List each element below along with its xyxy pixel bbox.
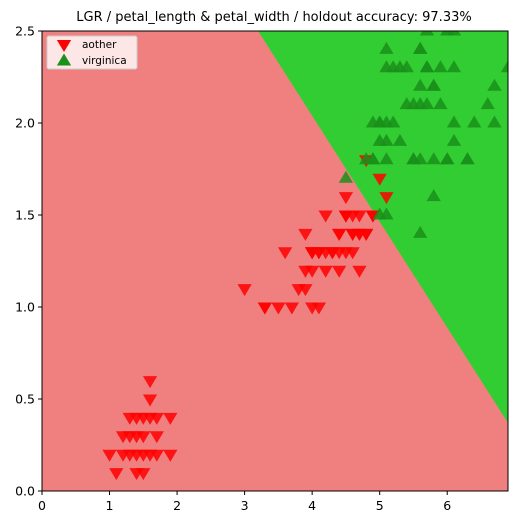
x-tick-label-0: 0 [38, 498, 46, 513]
y-tick-label-4: 2.0 [15, 116, 35, 131]
point-virginica-33 [379, 207, 394, 220]
point-virginica-28 [413, 97, 428, 110]
point-virginica-50 [426, 78, 441, 91]
point-virginica-9 [446, 31, 462, 36]
point-aother-50 [338, 210, 354, 223]
chart-title: LGR / petal_length & petal_width / holdo… [76, 10, 471, 25]
point-aother-14 [129, 468, 144, 481]
point-virginica-31 [467, 115, 482, 128]
point-virginica-29 [426, 189, 441, 202]
point-aother-21 [136, 431, 151, 444]
point-aother-60 [332, 265, 347, 278]
x-tick-label-5: 5 [376, 498, 384, 513]
point-virginica-38 [399, 97, 414, 110]
point-aother-70 [359, 228, 374, 241]
point-virginica-39 [413, 41, 428, 54]
point-aother-67 [237, 284, 252, 297]
point-aother-39 [311, 302, 327, 315]
point-aother-63 [257, 302, 272, 315]
point-virginica-14 [379, 41, 394, 54]
point-virginica-2 [433, 97, 448, 110]
y-tick-label-3: 1.5 [15, 208, 35, 223]
point-aother-12 [163, 412, 178, 425]
legend-box [46, 35, 138, 70]
x-tick-label-2: 2 [173, 498, 181, 513]
point-aother-32 [271, 302, 286, 315]
point-virginica-5 [480, 97, 495, 110]
point-virginica-11 [392, 133, 408, 146]
point-aother-19 [142, 394, 158, 407]
point-virginica-52 [419, 60, 435, 73]
point-virginica-6 [338, 170, 354, 183]
legend-label-aother: aother [82, 39, 117, 51]
y-tick-label-5: 2.5 [15, 24, 35, 39]
y-axis: 0.0 0.5 1.0 1.5 2.0 2.5 [15, 24, 42, 499]
x-tick-label-6: 6 [443, 498, 451, 513]
plot-area [42, 31, 508, 491]
legend-label-virginica: virginica [82, 55, 127, 67]
point-virginica-53 [440, 152, 455, 165]
legend: aother virginica [46, 35, 138, 70]
x-axis: 0 1 2 3 4 5 6 [38, 491, 451, 513]
point-aother-20 [115, 431, 131, 444]
y-tick-label-0: 0.0 [15, 484, 35, 499]
point-aother-56 [352, 210, 367, 223]
point-aother-31 [298, 228, 313, 241]
point-aother-51 [291, 284, 306, 297]
point-aother-8 [115, 449, 131, 462]
point-virginica-27 [365, 152, 381, 165]
point-aother-15 [142, 376, 158, 389]
point-virginica-37 [406, 152, 421, 165]
point-virginica-43 [386, 60, 401, 73]
point-virginica-49 [446, 115, 462, 128]
legend-marker-aother [56, 40, 72, 52]
point-virginica-46 [399, 60, 414, 73]
point-aother-52 [284, 302, 300, 315]
data-points [102, 31, 508, 481]
point-aother-55 [338, 192, 354, 205]
point-virginica-35 [446, 60, 462, 73]
point-aother-16 [163, 449, 178, 462]
point-virginica-8 [426, 152, 441, 165]
point-aother-71 [338, 247, 354, 260]
point-aother-36 [278, 247, 293, 260]
point-virginica-17 [487, 78, 502, 91]
plot-frame [41, 30, 509, 492]
point-virginica-48 [460, 152, 475, 165]
point-aother-62 [305, 265, 320, 278]
point-aother-69 [345, 228, 360, 241]
legend-marker-virginica [56, 53, 72, 66]
point-aother-33 [318, 210, 333, 223]
point-virginica-51 [372, 115, 387, 128]
point-virginica-45 [386, 115, 401, 128]
point-aother-10 [149, 431, 164, 444]
x-tick-label-4: 4 [308, 498, 316, 513]
point-virginica-41 [433, 60, 448, 73]
y-tick-label-2: 1.0 [15, 300, 35, 315]
point-aother-68 [311, 247, 327, 260]
point-aother-23 [149, 449, 164, 462]
x-tick-label-1: 1 [106, 498, 114, 513]
y-tick-label-1: 0.5 [15, 392, 35, 407]
point-virginica-30 [446, 133, 462, 146]
point-virginica-34 [413, 225, 428, 238]
point-virginica-44 [372, 133, 387, 146]
point-aother-47 [332, 228, 347, 241]
point-aother-7 [109, 468, 124, 481]
point-virginica-42 [419, 31, 435, 36]
point-virginica-32 [413, 78, 428, 91]
point-aother-45 [352, 265, 367, 278]
point-aother-54 [379, 192, 394, 205]
point-aother-66 [325, 247, 340, 260]
point-virginica-18 [500, 60, 508, 73]
point-aother-65 [318, 265, 333, 278]
point-virginica-22 [487, 115, 502, 128]
x-tick-label-3: 3 [241, 498, 249, 513]
point-aother-49 [372, 173, 387, 186]
point-aother-11 [102, 449, 117, 462]
decision-region-virginica [258, 31, 508, 423]
point-aother-22 [129, 412, 144, 425]
point-virginica-47 [379, 152, 394, 165]
